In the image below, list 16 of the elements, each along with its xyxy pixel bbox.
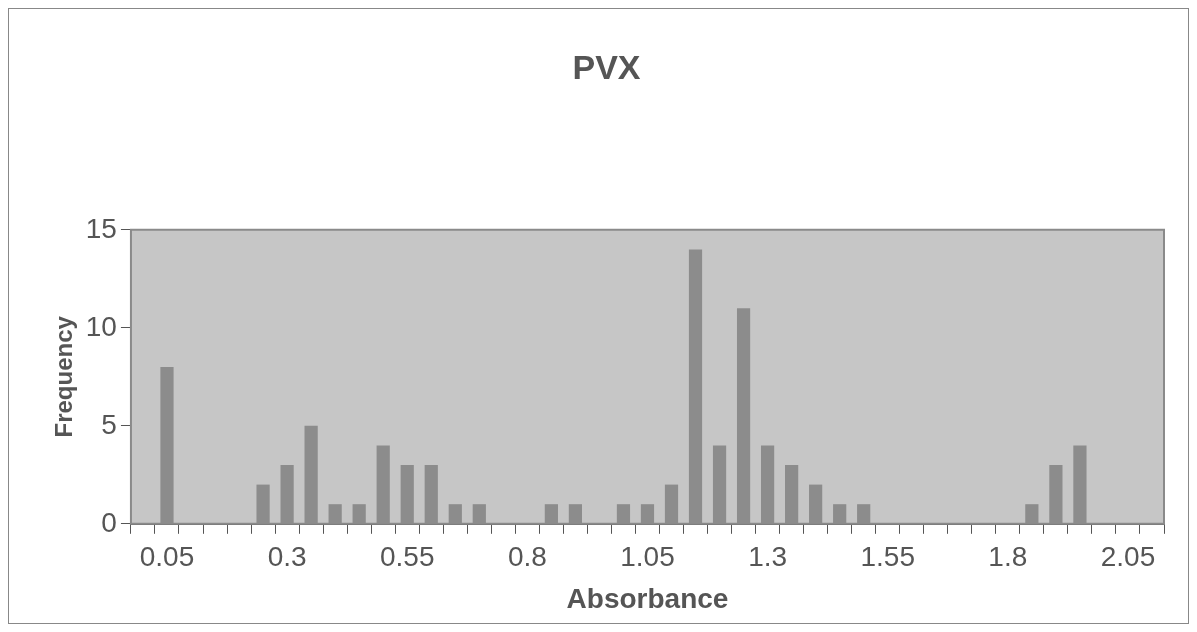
chart-title: PVX <box>572 47 641 86</box>
y-tick-label: 15 <box>85 212 117 244</box>
y-axis-title: Frequency <box>50 315 78 438</box>
x-tick-label: 0.05 <box>139 541 195 573</box>
y-tick-label: 10 <box>85 310 117 342</box>
y-tick-label: 0 <box>101 506 117 538</box>
x-tick-label: 2.05 <box>1100 541 1156 573</box>
x-tick-label: 1.05 <box>620 541 675 573</box>
x-tick-label: 0.3 <box>267 541 307 573</box>
x-tick-label: 0.8 <box>507 541 547 573</box>
x-tick-label: 1.55 <box>860 541 915 573</box>
x-tick-label: 0.55 <box>379 541 435 573</box>
x-tick-label: 1.8 <box>988 541 1028 573</box>
x-axis-title: Absorbance <box>566 582 729 614</box>
x-tick-label: 1.3 <box>748 541 788 573</box>
y-tick-label: 5 <box>101 408 117 440</box>
